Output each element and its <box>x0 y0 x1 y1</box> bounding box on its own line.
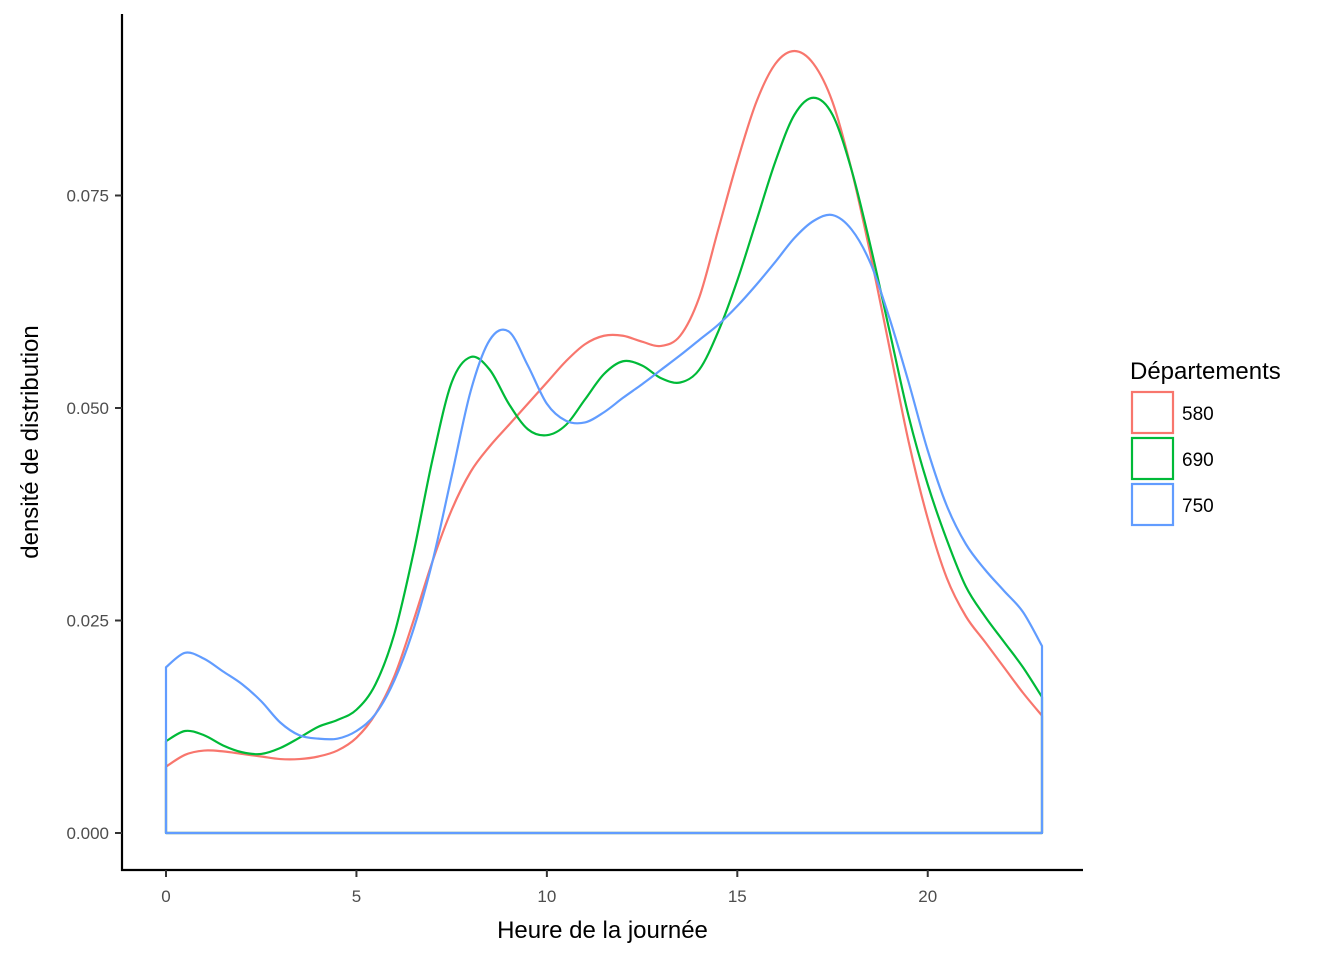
y-tick-label: 0.050 <box>66 399 109 418</box>
legend-key-580 <box>1130 390 1175 435</box>
y-tick-label: 0.075 <box>66 187 109 206</box>
y-tick-label: 0.000 <box>66 824 109 843</box>
legend-title: Départements <box>1130 358 1281 385</box>
x-tick-label: 15 <box>728 887 747 906</box>
x-tick-label: 20 <box>918 887 937 906</box>
x-tick-label: 0 <box>161 887 170 906</box>
legend: Départements 580 690 750 <box>1130 358 1281 527</box>
legend-items: 580 690 750 <box>1130 390 1214 527</box>
legend-label-750: 750 <box>1182 496 1214 517</box>
y-axis-title: densité de distribution <box>17 325 44 558</box>
legend-key-750 <box>1130 482 1175 527</box>
density-line-580 <box>164 49 1044 835</box>
y-tick-label: 0.025 <box>66 612 109 631</box>
y-axis-ticks: 0.000 0.025 0.050 0.075 <box>66 187 122 843</box>
x-axis-title: Heure de la journée <box>497 917 708 944</box>
x-axis-ticks: 0 5 10 15 20 <box>161 870 937 906</box>
legend-label-690: 690 <box>1182 450 1214 471</box>
legend-item-580: 580 <box>1130 390 1214 435</box>
series-layer <box>164 49 1044 835</box>
legend-item-690: 690 <box>1130 436 1214 481</box>
x-tick-label: 5 <box>352 887 361 906</box>
density-line-690 <box>164 96 1044 835</box>
legend-label-580: 580 <box>1182 404 1214 425</box>
density-line-750 <box>164 213 1044 835</box>
x-tick-label: 10 <box>537 887 556 906</box>
legend-item-750: 750 <box>1130 482 1214 527</box>
legend-key-690 <box>1130 436 1175 481</box>
